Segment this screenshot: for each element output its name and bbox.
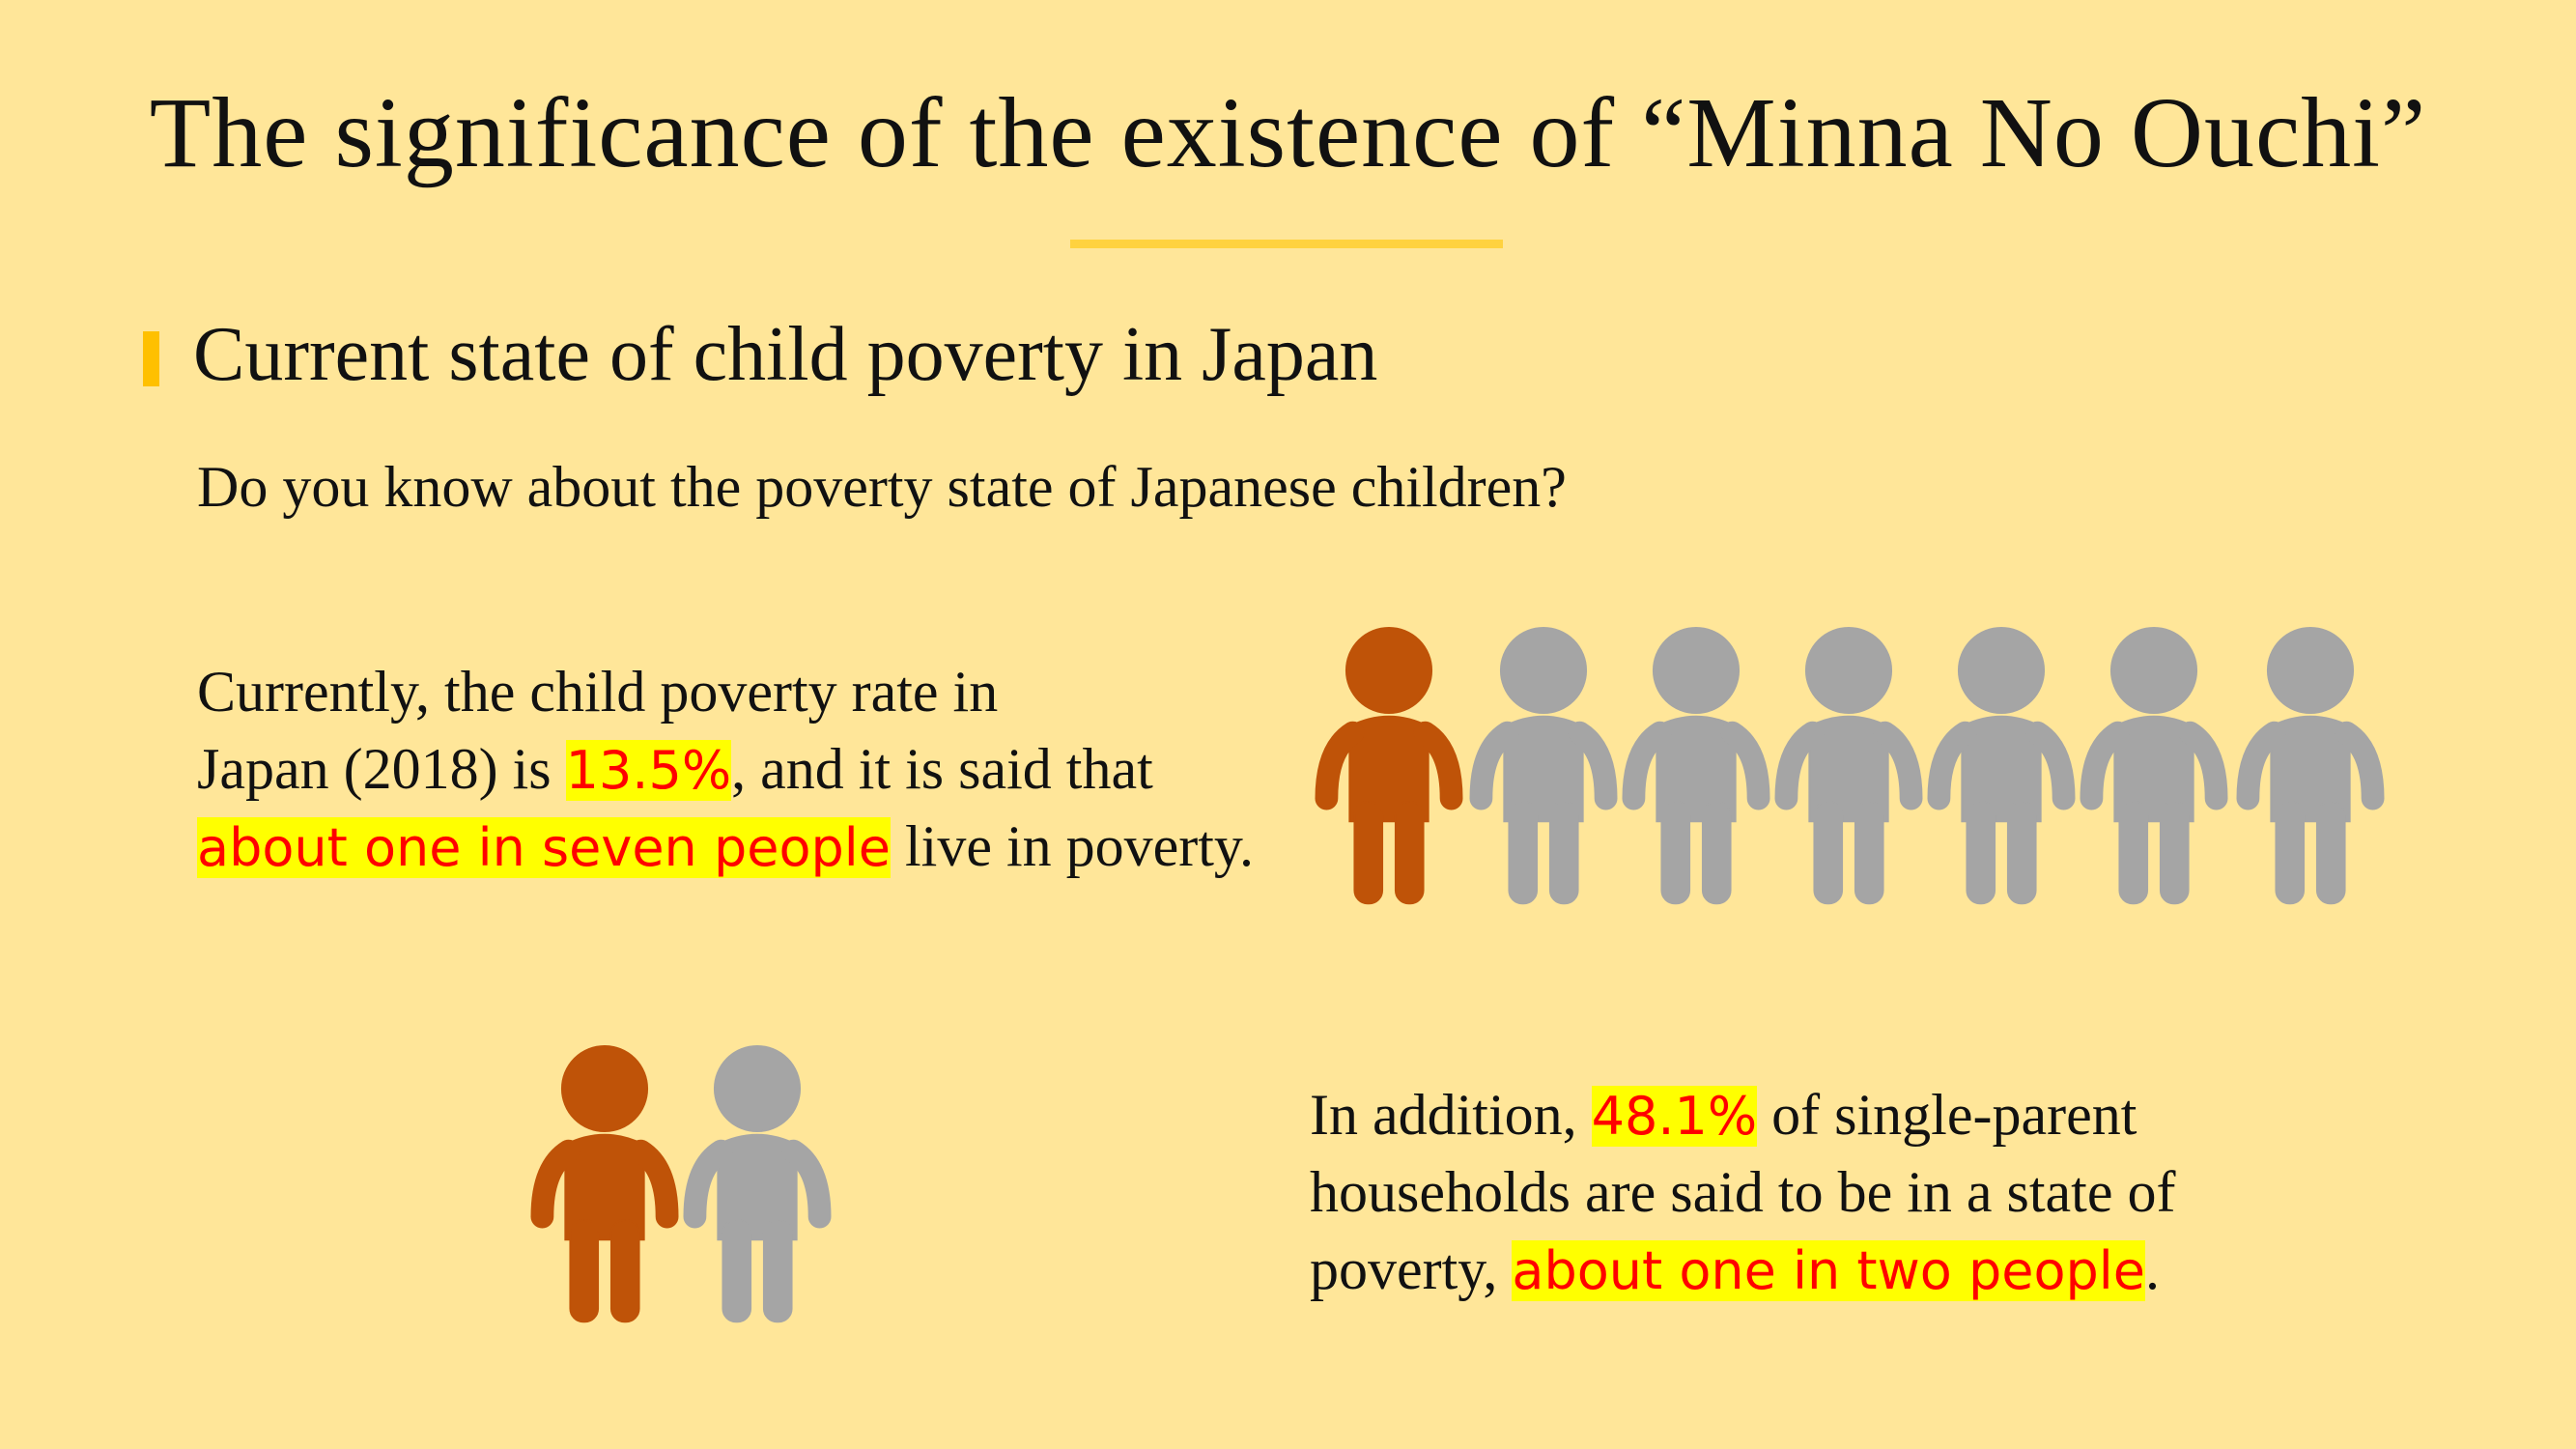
text: Currently, the child poverty rate in xyxy=(197,660,999,724)
person-icon xyxy=(694,1046,819,1322)
person-icon xyxy=(542,1046,666,1322)
text-line: about one in seven people live in povert… xyxy=(197,808,1254,885)
paragraph: In addition, 48.1% of single-parent hous… xyxy=(1310,1076,2175,1308)
text: live in poverty. xyxy=(890,814,1255,878)
slide-title: The significance of the existence of “Mi… xyxy=(149,77,2427,188)
title-underline xyxy=(1070,240,1503,248)
text: , and it is said that xyxy=(731,737,1153,801)
text-line: households are said to be in a state of xyxy=(1310,1153,2175,1231)
text-line: Currently, the child poverty rate in xyxy=(197,653,1254,730)
text: . xyxy=(2144,1237,2160,1301)
person-icon xyxy=(2091,628,2216,904)
text: Japan (2018) is xyxy=(197,737,566,801)
highlight: 48.1% xyxy=(1591,1086,1758,1147)
person-icon xyxy=(1481,628,1605,904)
person-icon xyxy=(1326,628,1451,904)
text-line: Japan (2018) is 13.5%, and it is said th… xyxy=(197,730,1254,808)
question: Do you know about the poverty state of J… xyxy=(197,455,1567,519)
highlight: about one in two people xyxy=(1512,1240,2145,1301)
text: In addition, xyxy=(1310,1083,1592,1147)
paragraph: Currently, the child poverty rate in Jap… xyxy=(197,653,1254,885)
person-icon xyxy=(2248,628,2372,904)
text: poverty, xyxy=(1310,1237,1513,1301)
text: of single-parent xyxy=(1757,1083,2137,1147)
highlight: 13.5% xyxy=(565,740,732,801)
text-line: poverty, about one in two people. xyxy=(1310,1231,2175,1308)
section-marker xyxy=(143,331,159,386)
person-icon xyxy=(1939,628,2063,904)
section-heading: Current state of child poverty in Japan xyxy=(193,312,1378,397)
person-icon xyxy=(1633,628,1758,904)
person-icon xyxy=(1786,628,1911,904)
text-line: In addition, 48.1% of single-parent xyxy=(1310,1076,2175,1153)
highlight: about one in seven people xyxy=(197,817,891,878)
text: households are said to be in a state of xyxy=(1310,1160,2176,1224)
